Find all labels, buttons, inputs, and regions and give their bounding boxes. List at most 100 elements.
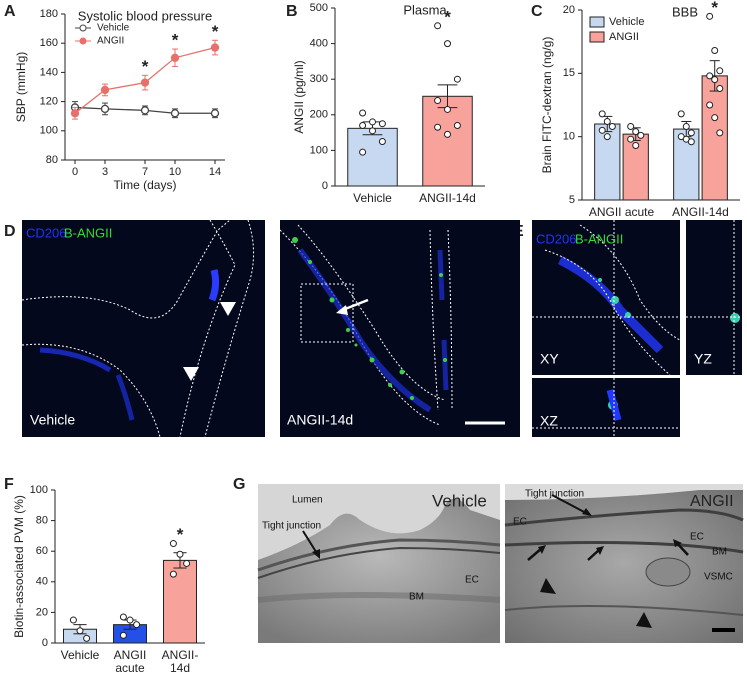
y-tick-label: 180 (40, 8, 58, 20)
annotation: * (142, 57, 149, 76)
annotation: * (711, 0, 718, 17)
legend-swatch (589, 31, 605, 43)
data-point (169, 540, 177, 548)
em-label: Lumen (292, 495, 323, 506)
y-tick-label: 120 (40, 96, 58, 108)
y-axis-label: Brain FITC-dextran (ng/g) (540, 37, 554, 174)
data-point (598, 110, 606, 118)
data-point (444, 105, 451, 113)
view-label: YZ (694, 351, 712, 367)
y-tick-label: 160 (40, 37, 58, 49)
x-tick-label: ANGII- (162, 648, 199, 662)
y-tick-label: 500 (310, 2, 328, 14)
annotation: * (212, 22, 219, 41)
x-tick-label: ANGII (114, 648, 147, 662)
data-point (453, 75, 461, 83)
marker (170, 53, 180, 62)
data-point (359, 109, 367, 117)
em-label: EC (690, 532, 704, 543)
y-axis-label: SBP (mmHg) (14, 52, 28, 122)
data-point (687, 138, 695, 146)
channel-label: B-ANGII (575, 231, 623, 246)
data-point (632, 128, 640, 136)
data-point (369, 127, 376, 135)
data-point (716, 129, 724, 137)
em-label: BM (409, 592, 424, 603)
em-label: EC (513, 517, 527, 528)
data-point (378, 138, 386, 145)
data-point (434, 123, 442, 131)
data-point (677, 110, 685, 118)
data-point (632, 142, 640, 150)
data-point (453, 121, 461, 129)
y-tick-label: 0 (322, 180, 328, 192)
x-tick-label: 7 (142, 166, 148, 178)
micrograph-g-angii: Tight junction ANGII EC EC BM VSMC (504, 484, 744, 643)
legend-marker (79, 24, 87, 32)
data-point (444, 130, 451, 138)
y-tick-label: 80 (36, 515, 48, 527)
data-point (711, 47, 719, 55)
data-point (369, 118, 376, 126)
data-point (608, 123, 616, 131)
y-tick-label: 300 (310, 73, 328, 85)
annotation: * (172, 31, 179, 50)
marker (100, 85, 110, 95)
y-tick-label: 15 (563, 67, 575, 79)
micrograph-e: CD206 B-ANGII XY YZ XZ (532, 220, 742, 437)
data-point (603, 133, 611, 141)
marker (140, 106, 150, 115)
marker (100, 104, 110, 114)
x-tick-label: Vehicle (353, 191, 392, 205)
data-point (706, 72, 714, 80)
x-tick-label: ANGII-14d (419, 191, 476, 205)
panel-label: A (4, 3, 16, 20)
channel-label: CD206 (536, 231, 576, 246)
view-label: XY (540, 351, 559, 367)
data-point (716, 85, 724, 93)
marker (140, 78, 150, 87)
data-point (682, 123, 690, 131)
marker (170, 109, 180, 118)
y-tick-label: 80 (46, 154, 58, 166)
panel-label: D (4, 223, 16, 240)
data-point (76, 627, 84, 635)
data-point (637, 131, 645, 139)
data-point (627, 135, 635, 143)
legend-marker (79, 37, 87, 45)
y-tick-label: 10 (563, 131, 575, 143)
micrograph-g-vehicle: Lumen Vehicle Tight junction EC BM (257, 484, 501, 643)
chart-title: Plasma (403, 2, 447, 17)
bar (347, 127, 398, 187)
x-tick-label: 10 (169, 166, 181, 178)
x-tick-label: 3 (102, 166, 108, 178)
bar (701, 75, 728, 201)
x-tick-label: Vehicle (61, 648, 100, 662)
legend-label: ANGII (97, 36, 124, 47)
x-axis-label: Time (days) (114, 178, 177, 192)
image-label: Vehicle (30, 412, 75, 428)
channel-label: CD206 (26, 225, 66, 240)
data-point (706, 101, 714, 109)
data-point (434, 22, 442, 30)
y-tick-label: 100 (30, 484, 48, 496)
marker (210, 109, 220, 118)
chart-title: BBB (672, 4, 698, 19)
y-tick-label: 40 (36, 576, 48, 588)
em-label: BM (712, 547, 727, 558)
em-label: Vehicle (432, 491, 487, 510)
panel-label: C (531, 3, 543, 20)
data-point (716, 67, 724, 75)
y-tick-label: 20 (563, 4, 575, 16)
data-point (711, 114, 719, 122)
y-tick-label: 100 (40, 125, 58, 137)
x-tick-label: ANGII acute (589, 205, 655, 219)
x-tick-label: 14d (170, 661, 190, 675)
y-tick-label: 60 (36, 545, 48, 557)
data-point (69, 616, 77, 624)
data-point (83, 634, 91, 642)
y-axis-label: ANGII (pg/ml) (292, 60, 306, 133)
data-point (359, 148, 367, 156)
data-point (378, 120, 386, 128)
